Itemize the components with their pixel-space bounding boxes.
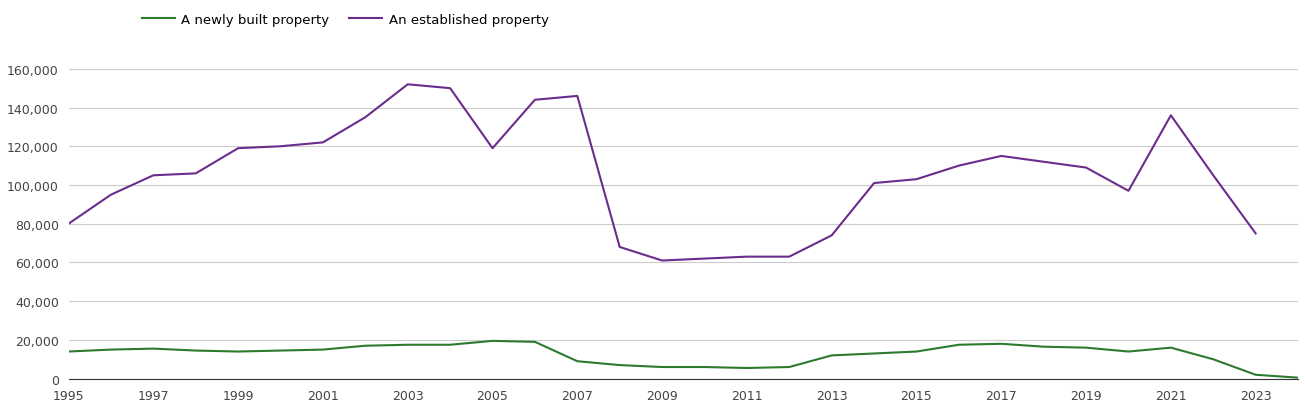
A newly built property	[358, 344, 373, 348]
An established property	[1078, 166, 1094, 171]
An established property	[399, 83, 415, 88]
An established property	[654, 258, 669, 263]
A newly built property	[612, 363, 628, 368]
An established property	[739, 254, 754, 259]
A newly built property	[61, 349, 77, 354]
An established property	[993, 154, 1009, 159]
A newly built property	[484, 339, 500, 344]
A newly built property	[145, 346, 161, 351]
A newly built property	[867, 351, 882, 356]
A newly built property	[1163, 345, 1178, 350]
A newly built property	[1291, 375, 1305, 380]
A newly built property	[1121, 349, 1137, 354]
An established property	[697, 256, 713, 261]
An established property	[823, 233, 839, 238]
Legend: A newly built property, An established property: A newly built property, An established p…	[137, 8, 555, 32]
A newly built property	[188, 348, 204, 353]
An established property	[1036, 160, 1052, 165]
A newly built property	[1248, 373, 1263, 378]
A newly built property	[1036, 344, 1052, 349]
An established property	[569, 94, 585, 99]
A newly built property	[1206, 357, 1221, 362]
An established property	[188, 171, 204, 176]
A newly built property	[951, 342, 967, 347]
An established property	[1206, 173, 1221, 178]
An established property	[358, 115, 373, 120]
An established property	[1163, 114, 1178, 119]
An established property	[442, 86, 458, 91]
An established property	[867, 181, 882, 186]
A newly built property	[908, 349, 924, 354]
A newly built property	[315, 347, 330, 352]
A newly built property	[654, 365, 669, 370]
A newly built property	[823, 353, 839, 358]
A newly built property	[993, 342, 1009, 346]
A newly built property	[527, 339, 543, 344]
A newly built property	[739, 366, 754, 371]
An established property	[230, 146, 245, 151]
A newly built property	[103, 347, 119, 352]
A newly built property	[230, 349, 245, 354]
A newly built property	[273, 348, 288, 353]
A newly built property	[569, 359, 585, 364]
A newly built property	[442, 342, 458, 347]
Line: An established property: An established property	[69, 85, 1255, 261]
An established property	[145, 173, 161, 178]
An established property	[1121, 189, 1137, 194]
An established property	[527, 98, 543, 103]
An established property	[782, 254, 797, 259]
A newly built property	[782, 365, 797, 370]
A newly built property	[1078, 345, 1094, 350]
An established property	[61, 222, 77, 227]
A newly built property	[697, 365, 713, 370]
A newly built property	[399, 342, 415, 347]
An established property	[273, 144, 288, 149]
An established property	[908, 177, 924, 182]
An established property	[1248, 231, 1263, 236]
An established property	[484, 146, 500, 151]
Line: A newly built property: A newly built property	[69, 341, 1298, 378]
An established property	[315, 141, 330, 146]
An established property	[951, 164, 967, 169]
An established property	[612, 245, 628, 250]
An established property	[103, 193, 119, 198]
